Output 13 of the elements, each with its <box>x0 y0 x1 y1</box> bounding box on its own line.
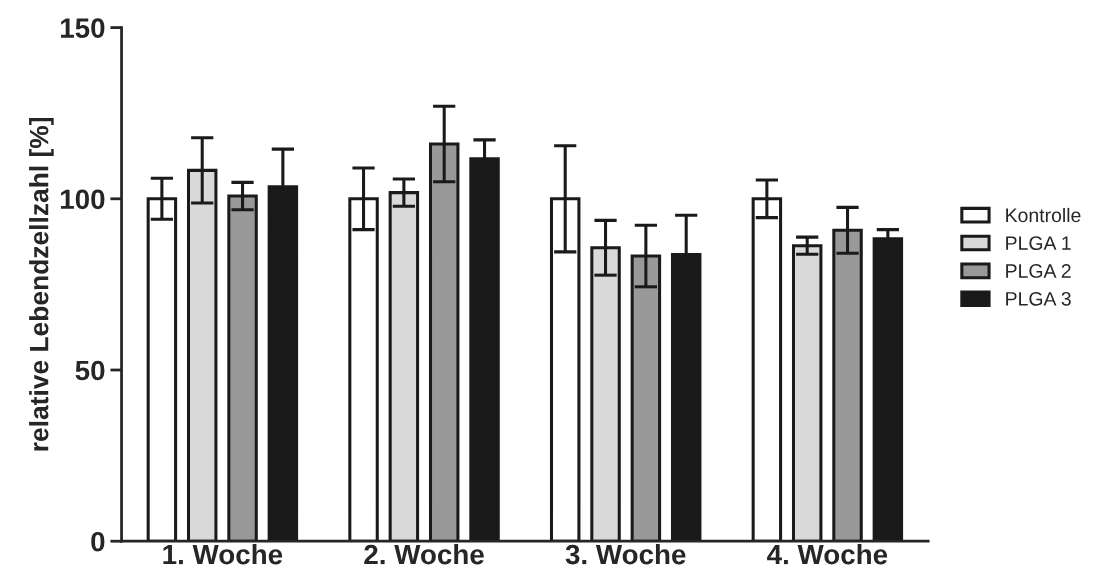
y-tick-label: 0 <box>91 531 105 552</box>
legend-label: PLGA 2 <box>1006 264 1071 278</box>
x-tick-label: 1. Woche <box>163 543 283 565</box>
legend-label: Kontrolle <box>1006 207 1081 223</box>
legend-label: PLGA 3 <box>1006 291 1071 306</box>
y-tick-label: 100 <box>60 189 105 210</box>
y-tick-label: 50 <box>75 360 105 381</box>
y-axis-title: relative Lebendzellzahl [%] <box>29 117 54 451</box>
x-tick-label: 2. Woche <box>364 543 484 565</box>
y-tick-label: 150 <box>60 18 105 38</box>
x-tick-label: 3. Woche <box>565 543 686 565</box>
legend-label: PLGA 1 <box>1006 236 1071 251</box>
x-tick-label: 4. Woche <box>767 543 888 565</box>
